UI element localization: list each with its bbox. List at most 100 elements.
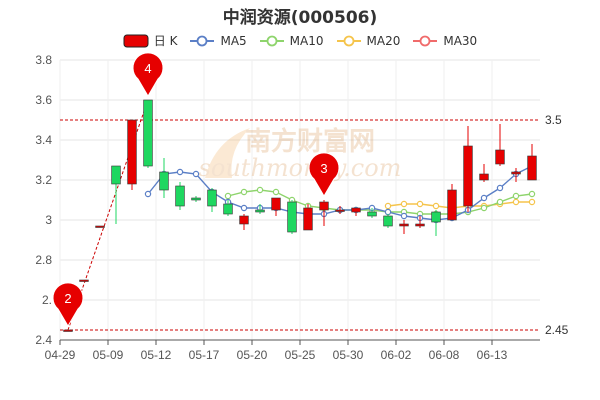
marker-pin bbox=[132, 52, 164, 97]
legend-label: MA10 bbox=[289, 33, 324, 48]
legend-line-icon bbox=[413, 35, 438, 46]
legend-label: MA5 bbox=[220, 33, 247, 48]
y-tick-label: 3 bbox=[45, 213, 52, 227]
ma20-line bbox=[387, 201, 532, 209]
y-tick-label: 3.8 bbox=[35, 53, 52, 67]
legend-line-icon bbox=[190, 35, 215, 46]
candle-body bbox=[271, 197, 281, 211]
candle-body bbox=[399, 223, 409, 227]
ma20-point bbox=[400, 200, 408, 208]
legend-label: MA20 bbox=[366, 33, 401, 48]
ma20-point bbox=[416, 200, 424, 208]
candle-body bbox=[447, 189, 457, 221]
legend-item-0[interactable]: 日 K bbox=[123, 32, 178, 49]
candle-body bbox=[351, 207, 361, 213]
ma5-point bbox=[480, 194, 488, 202]
reference-line-label: 2.45 bbox=[545, 323, 569, 337]
legend-line-icon bbox=[259, 35, 284, 46]
candle-body bbox=[239, 215, 249, 225]
watermark-url: southmoney.com bbox=[199, 154, 402, 182]
legend-item-3[interactable]: MA20 bbox=[336, 32, 401, 49]
ma5-point bbox=[192, 170, 200, 178]
ma5-point bbox=[400, 212, 408, 220]
legend-line-icon bbox=[336, 35, 361, 46]
x-tick-label: 06-08 bbox=[429, 348, 460, 362]
ma5-point bbox=[240, 204, 248, 212]
x-tick-label: 05-09 bbox=[93, 348, 124, 362]
ma10-point bbox=[272, 188, 280, 196]
candle-body bbox=[79, 279, 89, 282]
ma20-point bbox=[432, 202, 440, 210]
legend-label: 日 K bbox=[153, 34, 178, 48]
y-tick-label: 2.4 bbox=[35, 333, 52, 347]
candle-body bbox=[527, 155, 537, 181]
candle-body bbox=[127, 119, 137, 185]
y-tick-label: 3.4 bbox=[35, 133, 52, 147]
candle-body bbox=[495, 149, 505, 165]
candle-body bbox=[255, 209, 265, 213]
ma10-point bbox=[240, 188, 248, 196]
marker-label: 4 bbox=[144, 61, 151, 76]
y-tick-label: 3.6 bbox=[35, 93, 52, 107]
watermark-text: 南方财富网 bbox=[245, 126, 375, 157]
candle-body bbox=[303, 207, 313, 231]
candle-body bbox=[367, 211, 377, 217]
candle-body bbox=[143, 99, 153, 167]
x-tick-label: 06-13 bbox=[477, 348, 508, 362]
marker-pin bbox=[52, 282, 84, 327]
x-tick-label: 04-29 bbox=[45, 348, 76, 362]
candle-body bbox=[511, 171, 521, 175]
ma5-point bbox=[384, 208, 392, 216]
candle-body bbox=[223, 203, 233, 215]
candle-body bbox=[287, 201, 297, 233]
legend-label: MA30 bbox=[443, 33, 478, 48]
candle-body bbox=[431, 211, 441, 223]
y-tick-label: 2. bbox=[42, 293, 52, 307]
legend-candle-icon bbox=[123, 34, 149, 47]
marker-label: 2 bbox=[64, 291, 71, 306]
candle-body bbox=[383, 215, 393, 227]
ma10-point bbox=[496, 198, 504, 206]
x-tick-label: 05-25 bbox=[285, 348, 316, 362]
candle-body bbox=[159, 171, 169, 191]
x-tick-label: 05-30 bbox=[333, 348, 364, 362]
legend-item-4[interactable]: MA30 bbox=[412, 32, 477, 49]
candle-body bbox=[191, 197, 201, 201]
ma10-point bbox=[256, 186, 264, 194]
ma5-point bbox=[144, 190, 152, 198]
ma5-point bbox=[176, 168, 184, 176]
candle-body bbox=[415, 223, 425, 227]
candle-body bbox=[207, 189, 217, 207]
legend: 日 K MA5 MA10 MA20 MA30 bbox=[0, 32, 600, 49]
ma20-point bbox=[512, 198, 520, 206]
x-tick-label: 06-02 bbox=[381, 348, 412, 362]
ma10-point bbox=[512, 192, 520, 200]
y-tick-label: 3.2 bbox=[35, 173, 52, 187]
candle-body bbox=[63, 329, 73, 332]
ma10-point bbox=[528, 190, 536, 198]
chart-title: 中润资源(000506) bbox=[222, 8, 378, 28]
candle-body bbox=[479, 173, 489, 181]
candle-body bbox=[319, 201, 329, 211]
ma20-point bbox=[528, 198, 536, 206]
candle-body bbox=[95, 225, 105, 228]
marker-label: 3 bbox=[320, 161, 327, 176]
candle-body bbox=[335, 209, 345, 212]
candle-body bbox=[463, 145, 473, 207]
watermark-logo bbox=[205, 128, 250, 178]
legend-item-1[interactable]: MA5 bbox=[189, 32, 247, 49]
ma10-point bbox=[224, 192, 232, 200]
y-tick-label: 2.8 bbox=[35, 253, 52, 267]
marker-pin bbox=[308, 152, 340, 197]
ma20-point bbox=[384, 202, 392, 210]
x-tick-label: 05-17 bbox=[189, 348, 220, 362]
x-tick-label: 05-12 bbox=[141, 348, 172, 362]
reference-line-label: 3.5 bbox=[545, 113, 562, 127]
legend-item-2[interactable]: MA10 bbox=[259, 32, 324, 49]
candle-body bbox=[111, 165, 121, 185]
ma5-point bbox=[496, 184, 504, 192]
candle-body bbox=[175, 185, 185, 207]
x-tick-label: 05-20 bbox=[237, 348, 268, 362]
